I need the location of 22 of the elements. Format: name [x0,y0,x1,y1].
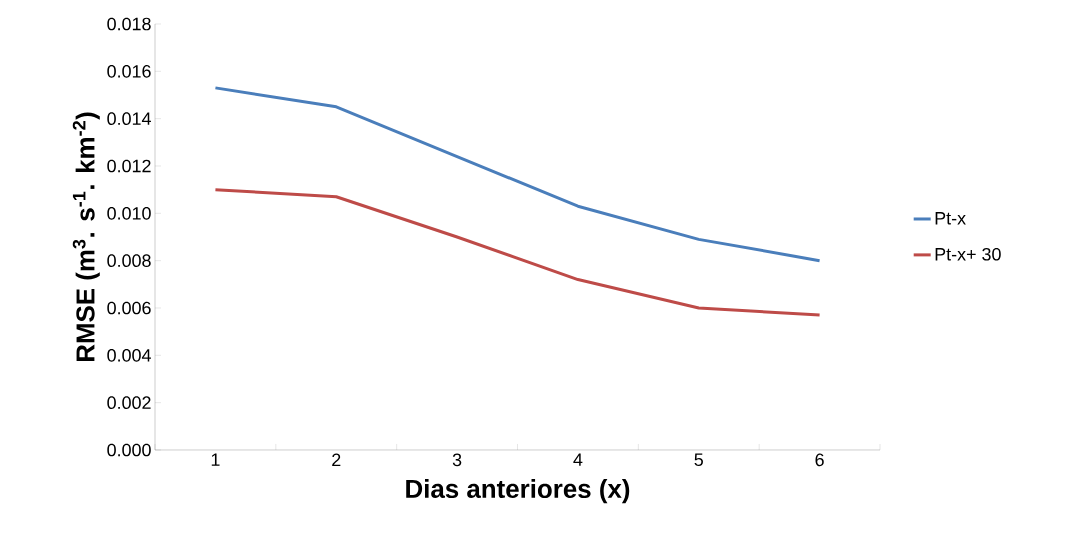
legend-label: Pt-x [935,212,966,225]
line-series [213,188,822,317]
x-axis-title: Dias anteriores (x) [406,479,630,504]
x-tick-label: 2 [332,453,341,467]
y-tick-label: 0.012 [107,159,151,173]
x-tick-label: 5 [694,453,703,467]
y-tick-label: 0.018 [107,17,151,31]
x-tick-label: 1 [211,453,220,466]
line-series [213,86,822,263]
y-tick-label: 0.004 [107,348,151,362]
y-tick-label: 0.014 [107,112,151,125]
y-tick-label: 0.008 [107,254,151,267]
y-tick-label: 0.010 [107,206,151,220]
y-tick-label: 0.016 [107,64,151,78]
x-tick-label: 3 [452,453,462,467]
legend-label: Pt-x+ 30 [935,247,1001,261]
x-tick-label: 6 [815,453,824,467]
y-tick-label: 0.002 [107,396,151,409]
y-axis-title: RMSE (m$^{3}$. s$^{-1}$. km$^{-2}$) [72,112,100,362]
y-tick-label: 0.006 [107,301,151,315]
y-tick-label: 0.000 [107,443,151,457]
x-tick-label: 4 [573,453,583,466]
